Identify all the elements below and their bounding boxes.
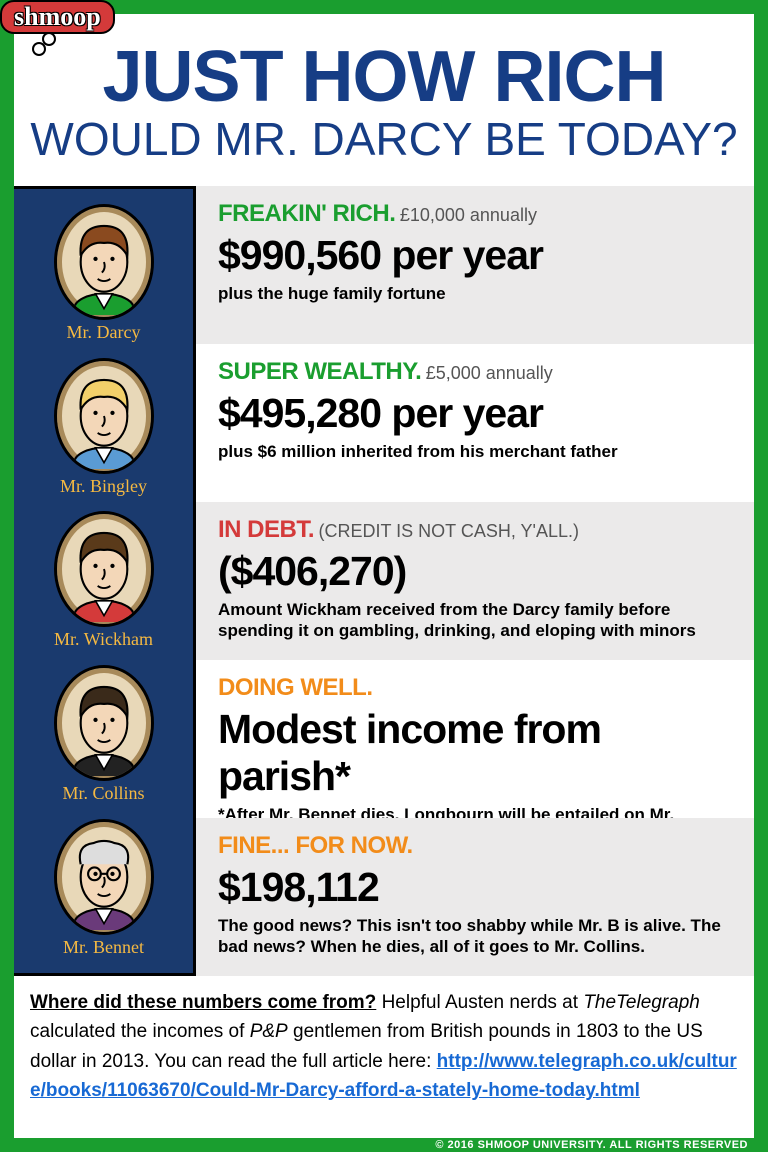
card-description: plus $6 million inherited from his merch… [218, 441, 732, 462]
portrait-label: Mr. Wickham [54, 629, 153, 650]
wealth-card: FINE... FOR NOW. $198,112The good news? … [196, 818, 754, 976]
footnote: Where did these numbers come from? Helpf… [14, 976, 754, 1106]
portrait: Mr. Darcy [14, 204, 193, 343]
card-category: FINE... FOR NOW. [218, 832, 413, 859]
card-category: FREAKIN' RICH. [218, 200, 395, 227]
portrait-label: Mr. Collins [62, 783, 144, 804]
footnote-source: TheTelegraph [583, 992, 700, 1013]
wealth-card: DOING WELL. Modest income from parish**A… [196, 660, 754, 818]
card-amount: $495,280 per year [218, 390, 732, 437]
card-amount: $990,560 per year [218, 232, 732, 279]
title: JUST HOW RICH WOULD MR. DARCY BE TODAY? [14, 14, 754, 166]
wealth-card: IN DEBT. (CREDIT IS NOT CASH, Y'ALL.) ($4… [196, 502, 754, 660]
card-subtext: £10,000 annually [400, 205, 537, 225]
card-amount: ($406,270) [218, 548, 732, 595]
infographic-frame: shmoop JUST HOW RICH WOULD MR. DARCY BE … [0, 0, 768, 1152]
footnote-text: Helpful Austen nerds at [376, 992, 583, 1013]
portrait-oval [54, 819, 154, 935]
portrait-oval [54, 204, 154, 320]
cards-column: FREAKIN' RICH. £10,000 annually $990,560 … [196, 186, 754, 976]
portrait: Mr. Bennet [14, 819, 193, 958]
card-subtext: (CREDIT IS NOT CASH, Y'ALL.) [318, 521, 579, 541]
card-description: The good news? This isn't too shabby whi… [218, 915, 732, 958]
portraits-column: Mr. Darcy Mr. Bingley Mr. Wickham Mr. Colli… [14, 186, 196, 976]
portrait-label: Mr. Darcy [67, 322, 141, 343]
card-amount: $198,112 [218, 864, 732, 911]
title-line-2: WOULD MR. DARCY BE TODAY? [14, 112, 754, 166]
card-category: IN DEBT. [218, 516, 314, 543]
copyright: © 2016 SHMOOP UNIVERSITY. ALL RIGHTS RES… [435, 1139, 748, 1151]
shmoop-logo: shmoop [0, 0, 115, 34]
portrait-label: Mr. Bennet [63, 937, 144, 958]
portrait-label: Mr. Bingley [60, 476, 147, 497]
footnote-question: Where did these numbers come from? [30, 992, 376, 1013]
card-category: DOING WELL. [218, 674, 372, 701]
portrait: Mr. Wickham [14, 511, 193, 650]
main-row: Mr. Darcy Mr. Bingley Mr. Wickham Mr. Colli… [14, 186, 754, 976]
wealth-card: FREAKIN' RICH. £10,000 annually $990,560 … [196, 186, 754, 344]
title-line-1: JUST HOW RICH [14, 36, 754, 118]
portrait-oval [54, 358, 154, 474]
card-description: plus the huge family fortune [218, 283, 732, 304]
portrait: Mr. Collins [14, 665, 193, 804]
card-amount: Modest income from parish* [218, 706, 732, 800]
portrait-oval [54, 511, 154, 627]
footnote-text: calculated the incomes of [30, 1021, 250, 1042]
footnote-pp: P&P [250, 1021, 288, 1042]
portrait-oval [54, 665, 154, 781]
wealth-card: SUPER WEALTHY. £5,000 annually $495,280 p… [196, 344, 754, 502]
portrait: Mr. Bingley [14, 358, 193, 497]
card-category: SUPER WEALTHY. [218, 358, 421, 385]
card-subtext: £5,000 annually [426, 363, 553, 383]
card-description: Amount Wickham received from the Darcy f… [218, 599, 732, 642]
